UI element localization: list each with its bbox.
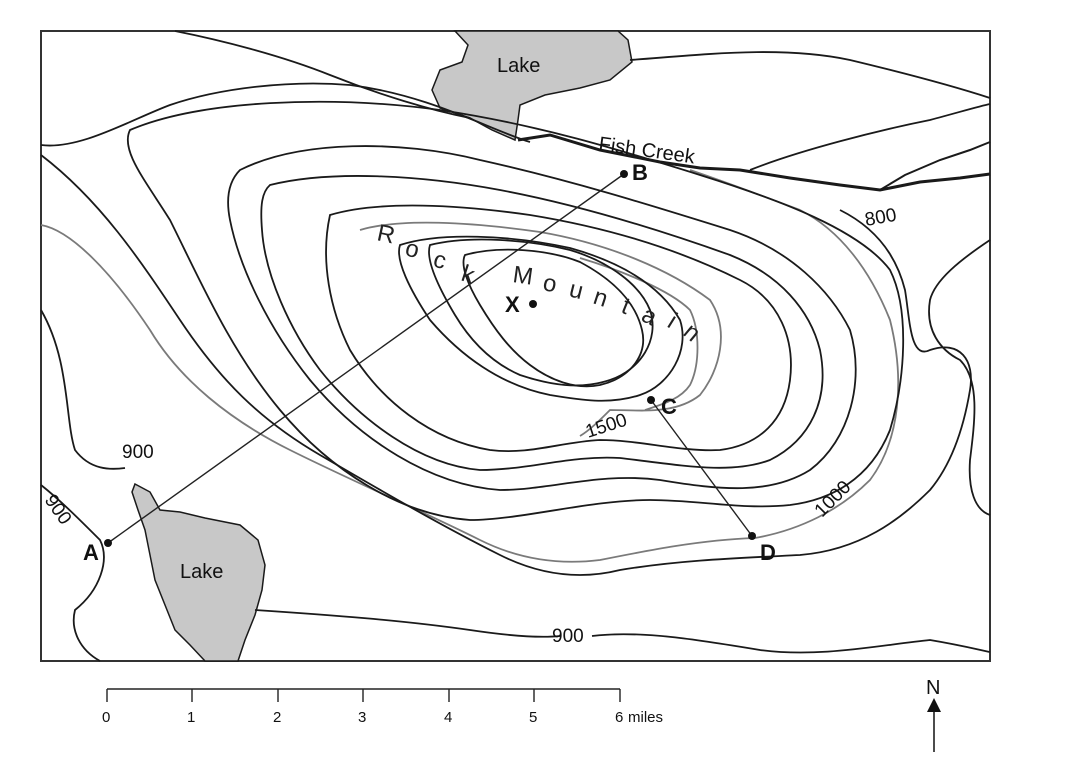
contour-line <box>40 169 900 563</box>
contour-line <box>629 51 991 99</box>
lake-north <box>431 30 633 142</box>
contour-line <box>174 30 471 119</box>
scale-label: 2 <box>273 709 281 726</box>
contour-line <box>359 221 722 437</box>
contour-line <box>254 609 561 638</box>
contour-line <box>40 82 531 147</box>
contour-line <box>40 309 126 470</box>
mountain-letter: k <box>458 260 479 290</box>
scale-label: 6 <box>615 709 623 726</box>
label-point-d: D <box>760 540 776 565</box>
contour-line <box>40 154 972 576</box>
contour-line <box>325 204 792 453</box>
scale-label: 1 <box>187 709 195 726</box>
scale-label: 0 <box>102 709 110 726</box>
contour-line <box>260 175 824 471</box>
contour-line <box>462 248 644 388</box>
contour-label-800: 800 <box>863 205 898 231</box>
line-a-b <box>107 173 625 544</box>
scale-label: 4 <box>444 709 452 726</box>
scale-bar: 0 1 2 3 4 5 6 miles <box>102 688 663 726</box>
contour-label-900-south: 900 <box>552 626 584 647</box>
north-arrow-icon: N <box>926 677 941 752</box>
mountain-letter: o <box>403 235 422 264</box>
contour-line <box>591 633 991 654</box>
scale-label: 5 <box>529 709 537 726</box>
mountain-letter: u <box>567 276 586 305</box>
mountain-letter: c <box>430 246 449 275</box>
label-point-a: A <box>83 540 99 565</box>
label-point-c: C <box>661 394 677 419</box>
label-lake-north: Lake <box>497 55 540 77</box>
contour-line <box>398 235 684 402</box>
scale-label: 3 <box>358 709 366 726</box>
mountain-letter: M <box>511 261 535 291</box>
point-c <box>647 396 655 404</box>
point-a <box>104 539 112 547</box>
north-label: N <box>926 677 940 699</box>
contour-line <box>928 239 991 516</box>
mountain-letter: o <box>541 269 559 298</box>
contour-line <box>126 100 905 521</box>
point-d <box>748 532 756 540</box>
contour-line <box>579 257 699 411</box>
label-point-x: X <box>505 292 520 317</box>
contour-line <box>428 238 654 387</box>
contour-line <box>40 484 105 662</box>
lake-south <box>131 482 266 662</box>
label-point-b: B <box>632 160 648 185</box>
contour-label-900-sw: 900 <box>40 491 75 529</box>
mountain-letter: R <box>375 219 398 249</box>
point-x <box>529 300 537 308</box>
contour-line <box>749 103 991 171</box>
mountain-letter: i <box>663 308 682 334</box>
contour-label-900-west: 900 <box>122 442 154 463</box>
mountain-letter: n <box>590 283 611 313</box>
scale-unit: miles <box>628 709 663 726</box>
contour-line <box>227 145 857 491</box>
line-c-d <box>650 399 753 537</box>
fish-creek <box>517 133 991 192</box>
point-b <box>620 170 628 178</box>
label-lake-south: Lake <box>180 561 223 583</box>
mountain-letter: a <box>637 301 661 331</box>
contour-label-1500: 1500 <box>583 410 630 443</box>
fish-creek-branch <box>879 141 991 191</box>
